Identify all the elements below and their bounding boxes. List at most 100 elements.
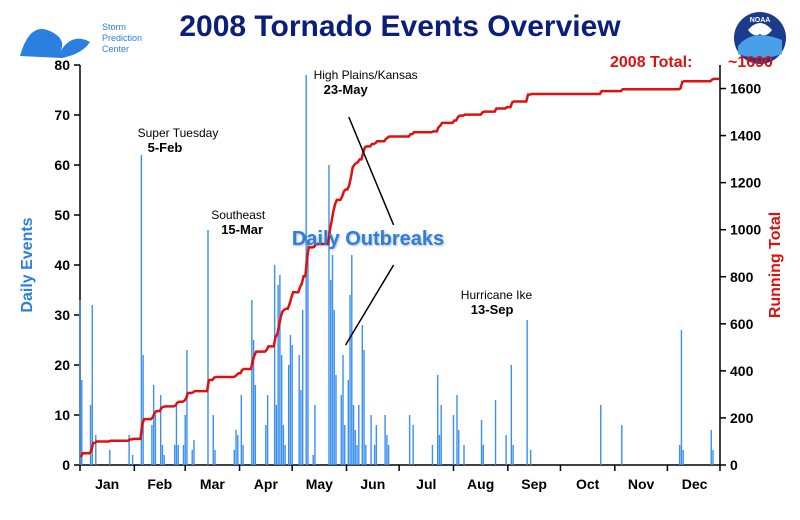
y1-axis-label: Daily Events [19,217,36,312]
daily-bar [363,350,364,465]
daily-bar [277,285,278,465]
y1-tick-label: 0 [62,457,70,473]
daily-bar [481,420,482,465]
x-tick-label: Dec [682,476,708,492]
daily-bar [376,425,377,465]
daily-bar [344,425,345,465]
daily-bar [267,395,268,465]
daily-bar [283,425,284,465]
x-tick-label: Jun [360,476,385,492]
y2-axis-label: Running Total [767,212,784,318]
annotation-date: 13-Sep [471,302,514,317]
daily-bar [530,450,531,465]
annotation-small: Southeast [211,208,266,222]
daily-bar [342,355,343,465]
daily-bar [298,355,299,465]
y1-tick-label: 20 [54,357,70,373]
daily-bar [600,405,601,465]
y2-tick-label: 800 [730,269,754,285]
daily-bar [682,450,683,465]
daily-bar [241,395,242,465]
daily-bar [79,300,80,465]
daily-bar [242,445,243,465]
daily-bar [483,445,484,465]
y1-tick-label: 80 [54,57,70,73]
daily-bar [95,435,96,465]
daily-bar [276,405,277,465]
daily-bar [193,440,194,465]
x-tick-label: Sep [521,476,547,492]
daily-bar [237,435,238,465]
daily-bar [177,445,178,465]
daily-bar [409,415,410,465]
daily-bar [335,375,336,465]
daily-bar [234,450,235,465]
daily-bar [328,165,329,465]
chart-root: { "title": "2008 Tornado Events Overview… [0,0,800,520]
daily-bar [458,430,459,465]
y1-tick-label: 50 [54,207,70,223]
daily-bar [526,320,527,465]
daily-bar [307,240,308,465]
daily-bar [334,310,335,465]
daily-bar [90,405,91,465]
daily-bar [314,405,315,465]
daily-bar [374,445,375,465]
daily-bar [174,445,175,465]
daily-bar [362,325,363,465]
daily-bar [142,355,143,465]
daily-bar [712,450,713,465]
daily-bar [351,255,352,465]
y1-tick-label: 10 [54,407,70,423]
daily-bar [384,415,385,465]
daily-bar [109,450,110,465]
daily-bar [207,230,208,465]
annotation-date: 23-May [324,82,369,97]
daily-bar [341,395,342,465]
daily-bar [132,455,133,465]
x-tick-label: Aug [467,476,494,492]
daily-bar [255,385,256,465]
daily-bar [162,445,163,465]
chart-svg: 0102030405060708002004006008001000120014… [0,0,800,520]
y2-tick-label: 400 [730,363,754,379]
daily-bar [185,415,186,465]
daily-bar [281,355,282,465]
daily-bar [290,335,291,465]
daily-bar [386,435,387,465]
daily-bar [313,455,314,465]
daily-bar [279,275,280,465]
daily-bar [192,450,193,465]
pointer-line [346,265,394,345]
daily-bar [388,445,389,465]
daily-bar [214,450,215,465]
daily-bar [456,395,457,465]
y2-tick-label: 1000 [730,222,761,238]
daily-bar [330,280,331,465]
y2-tick-label: 1600 [730,81,761,97]
x-tick-label: Oct [576,476,600,492]
daily-bar [679,445,680,465]
annotation-small: High Plains/Kansas [314,68,418,82]
daily-bar [355,430,356,465]
annotation-date: 15-Mar [221,222,263,237]
daily-bar [186,350,187,465]
x-tick-label: Jul [416,476,436,492]
total-value: ~1690 [728,54,773,71]
daily-bar [463,445,464,465]
daily-bar [439,435,440,465]
daily-bar [681,330,682,465]
daily-bar [348,380,349,465]
annotation-date: 5-Feb [148,140,183,155]
daily-bar [155,415,156,465]
daily-bar [300,390,301,465]
daily-bar [284,445,285,465]
daily-bar [512,445,513,465]
x-tick-label: Feb [147,476,172,492]
daily-bar [302,310,303,465]
daily-bar [153,385,154,465]
daily-bar [151,425,152,465]
daily-bar [358,405,359,465]
daily-bar [176,405,177,465]
daily-bar [437,375,438,465]
